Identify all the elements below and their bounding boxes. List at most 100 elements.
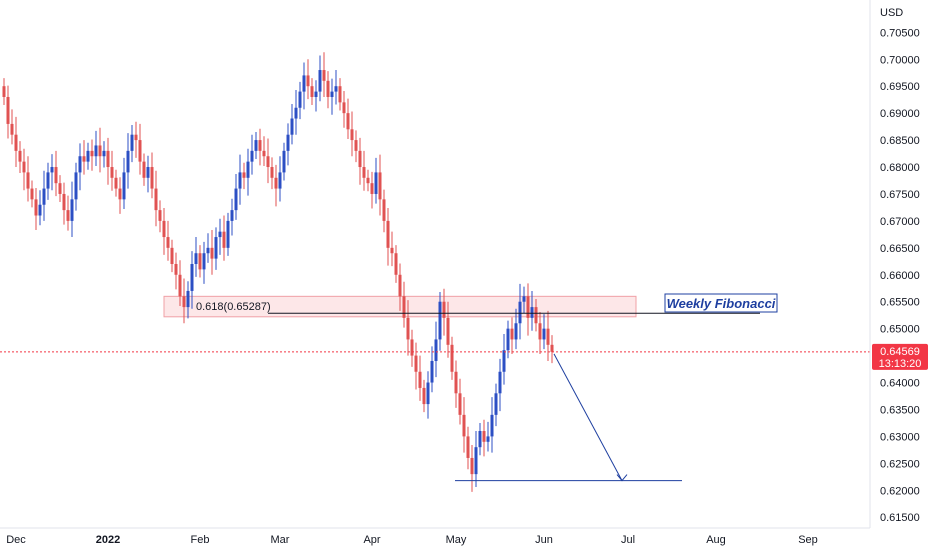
candle-body: [138, 140, 142, 162]
y-tick-label: 0.64000: [880, 378, 920, 390]
candle-body: [22, 161, 26, 173]
candle-body: [422, 387, 426, 405]
x-tick-label: Feb: [191, 534, 210, 546]
candle-body: [450, 344, 454, 372]
candle-body: [322, 70, 326, 81]
candle-body: [14, 134, 18, 151]
current-price-value: 0.64569: [880, 346, 920, 358]
y-tick-label: 0.63500: [880, 404, 920, 416]
candle-body: [82, 156, 86, 162]
candle-body: [186, 290, 190, 308]
candle-body: [438, 301, 442, 340]
candle-body: [302, 75, 306, 92]
candle-body: [90, 150, 94, 157]
candle-body: [470, 457, 474, 475]
candle-body: [522, 296, 526, 302]
currency-label: USD: [880, 7, 903, 19]
candle-body: [526, 296, 530, 318]
candle-body: [358, 150, 362, 168]
candle-body: [498, 371, 502, 394]
x-tick-label: Sep: [798, 534, 818, 546]
candle-body: [310, 86, 314, 97]
candle-body: [66, 210, 70, 221]
candle-body: [370, 183, 374, 194]
candle-body: [286, 134, 290, 151]
candle-body: [298, 91, 302, 108]
candle-body: [250, 150, 254, 162]
candle-body: [258, 140, 262, 151]
candle-body: [78, 156, 82, 173]
candle-body: [406, 317, 410, 340]
current-price-timer: 13:13:20: [879, 358, 922, 370]
candle-body: [314, 91, 318, 97]
candle-body: [174, 264, 178, 275]
candle-body: [246, 161, 250, 178]
y-tick-label: 0.65000: [880, 324, 920, 336]
y-tick-label: 0.68000: [880, 162, 920, 174]
candle-body: [242, 172, 246, 178]
y-tick-label: 0.69000: [880, 108, 920, 120]
candle-body: [442, 301, 446, 318]
candle-body: [178, 274, 182, 297]
candle-body: [194, 253, 198, 264]
candle-body: [150, 167, 154, 189]
candle-body: [94, 145, 98, 157]
candle-body: [434, 339, 438, 361]
y-tick-label: 0.62000: [880, 485, 920, 497]
candle-body: [366, 177, 370, 184]
y-tick-label: 0.69500: [880, 81, 920, 93]
candle-body: [330, 91, 334, 97]
candle-body: [338, 86, 342, 103]
candle-body: [218, 231, 222, 238]
candle-body: [98, 145, 102, 157]
candle-body: [114, 177, 118, 189]
candle-body: [430, 360, 434, 383]
candle-body: [550, 344, 554, 352]
candle-body: [534, 307, 538, 324]
candle-body: [238, 172, 242, 189]
candle-body: [134, 134, 138, 141]
fib-level-label: 0.618(0.65287): [196, 301, 271, 313]
candle-body: [270, 167, 274, 178]
candle-body: [502, 350, 506, 372]
x-tick-label: Aug: [706, 534, 726, 546]
candle-body: [462, 414, 466, 437]
candle-body: [334, 86, 338, 92]
candle-body: [398, 274, 402, 297]
candle-body: [426, 382, 430, 405]
candle-body: [514, 323, 518, 340]
candle-body: [374, 172, 378, 194]
y-tick-label: 0.66500: [880, 243, 920, 255]
candle-body: [26, 172, 30, 189]
candle-body: [478, 431, 482, 448]
candle-body: [122, 172, 126, 200]
candle-body: [58, 183, 62, 194]
fib-title-label: Weekly Fibonacci: [667, 296, 776, 311]
fib-title-box: [664, 293, 778, 313]
candle-body: [294, 107, 298, 119]
candle-body: [510, 328, 514, 340]
candle-body: [62, 193, 66, 211]
candle-body: [530, 307, 534, 318]
candle-body: [486, 436, 490, 442]
candle-body: [274, 177, 278, 189]
candle-body: [354, 140, 358, 151]
x-tick-label: Jul: [621, 534, 635, 546]
y-tick-label: 0.70000: [880, 54, 920, 66]
candle-body: [326, 80, 330, 97]
candle-body: [214, 237, 218, 259]
y-tick-label: 0.63000: [880, 431, 920, 443]
candle-body: [282, 150, 286, 173]
candle-body: [418, 371, 422, 388]
candle-body: [278, 172, 282, 189]
candle-body: [6, 96, 10, 124]
candle-body: [46, 172, 50, 189]
candle-body: [454, 371, 458, 394]
candle-body: [506, 328, 510, 351]
candle-body: [86, 150, 90, 162]
candle-body: [146, 167, 150, 178]
candle-body: [18, 150, 22, 162]
current-price-badge: [872, 343, 928, 370]
candle-body: [170, 247, 174, 264]
